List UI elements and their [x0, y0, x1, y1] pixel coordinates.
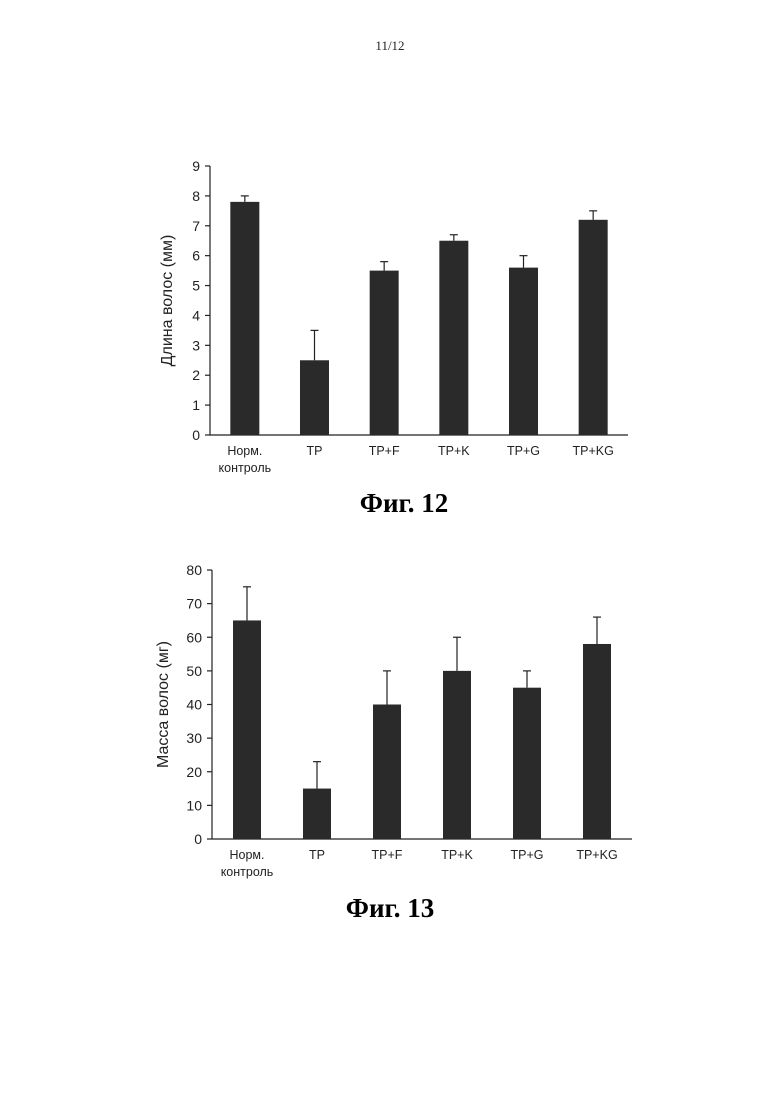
y-tick-label: 40 — [186, 697, 202, 713]
y-tick-label: 70 — [186, 596, 202, 612]
figure-13-caption: Фиг. 13 — [0, 893, 780, 924]
bar — [233, 620, 261, 839]
x-category-label: TP+KG — [576, 848, 617, 862]
y-tick-label: 0 — [194, 831, 202, 847]
y-tick-label: 60 — [186, 629, 202, 645]
y-axis-title: Масса волос (мг) — [155, 641, 172, 768]
x-category-label: TP+F — [372, 848, 403, 862]
y-tick-label: 30 — [186, 730, 202, 746]
y-tick-label: 20 — [186, 764, 202, 780]
bar — [583, 644, 611, 839]
x-category-label: TP — [309, 848, 325, 862]
bar — [303, 789, 331, 839]
y-tick-label: 10 — [186, 797, 202, 813]
bar — [443, 671, 471, 839]
y-tick-label: 80 — [186, 562, 202, 578]
bar — [373, 705, 401, 840]
x-category-label: контроль — [221, 865, 274, 879]
bar — [513, 688, 541, 839]
x-category-label: TP+K — [441, 848, 473, 862]
y-tick-label: 50 — [186, 663, 202, 679]
x-category-label: TP+G — [511, 848, 544, 862]
x-category-label: Норм. — [230, 848, 265, 862]
